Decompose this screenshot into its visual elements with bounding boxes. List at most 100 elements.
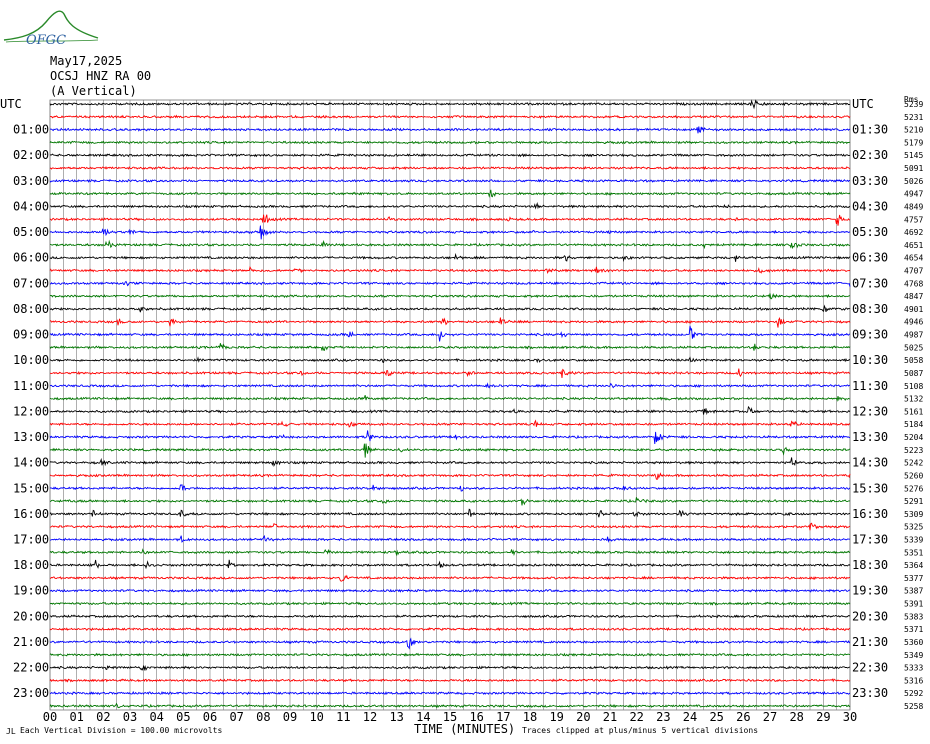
trace-line: [49, 395, 851, 402]
right-hour-label: 02:30: [852, 148, 888, 162]
seismic-traces: [49, 99, 851, 709]
trace-line: [49, 601, 851, 606]
x-tick-label: 24: [683, 710, 697, 724]
right-hour-label: 15:30: [852, 481, 888, 495]
trace-line: [49, 317, 851, 328]
x-tick-label: 09: [283, 710, 297, 724]
x-tick-label: 30: [843, 710, 857, 724]
x-tick-label: 18: [523, 710, 537, 724]
x-tick-label: 04: [149, 710, 163, 724]
left-hour-label: 09:00: [13, 328, 49, 342]
left-hour-label: 02:00: [13, 148, 49, 162]
rms-value: 5292: [904, 689, 923, 698]
left-hour-label: 21:00: [13, 635, 49, 649]
rms-value: 5316: [904, 676, 923, 685]
trace-line: [49, 165, 851, 171]
x-tick-label: 21: [603, 710, 617, 724]
rms-value: 5391: [904, 600, 923, 609]
x-tick-label: 06: [203, 710, 217, 724]
trace-line: [49, 534, 851, 543]
rms-value: 5091: [904, 164, 923, 173]
grid: [49, 99, 851, 711]
right-hour-label: 20:30: [852, 609, 888, 623]
right-hour-label: 14:30: [852, 456, 888, 470]
rms-value: 5377: [904, 574, 923, 583]
left-hour-label: 18:00: [13, 558, 49, 572]
left-hour-label: 15:00: [13, 481, 49, 495]
trace-line: [49, 614, 851, 619]
trace-line: [49, 690, 851, 696]
rms-value: 5291: [904, 497, 923, 506]
rms-value: 5360: [904, 638, 923, 647]
right-hour-label: 17:30: [852, 532, 888, 546]
x-tick-label: 29: [816, 710, 830, 724]
rms-value: 5204: [904, 433, 923, 442]
rms-value: 4946: [904, 318, 923, 327]
x-axis-title: TIME (MINUTES): [414, 722, 516, 736]
rms-value: 5223: [904, 446, 923, 455]
x-tick-label: 27: [763, 710, 777, 724]
rms-value: 5260: [904, 471, 923, 480]
corner-mark: JL: [6, 727, 16, 736]
trace-line: [49, 443, 851, 458]
left-hour-label: 23:00: [13, 686, 49, 700]
rms-value: 5349: [904, 651, 923, 660]
logo-text: OFGC: [26, 33, 66, 48]
trace-line: [49, 252, 851, 262]
rms-value: 5025: [904, 343, 923, 352]
x-tick-label: 17: [496, 710, 510, 724]
right-hour-label: 08:30: [852, 302, 888, 316]
trace-line: [49, 419, 851, 428]
trace-line: [49, 548, 851, 557]
rms-value: 4947: [904, 190, 923, 199]
right-hour-label: UTC: [852, 97, 874, 111]
x-tick-label: 20: [576, 710, 590, 724]
x-tick-label: 23: [656, 710, 670, 724]
left-hour-label: 04:00: [13, 199, 49, 213]
right-hour-label: 13:30: [852, 430, 888, 444]
rms-value: 5383: [904, 612, 923, 621]
left-hour-label: 13:00: [13, 430, 49, 444]
x-tick-label: 00: [43, 710, 57, 724]
clip-note: Traces clipped at plus/minus 5 vertical …: [522, 726, 759, 735]
x-tick-label: 26: [736, 710, 750, 724]
left-hour-label: UTC: [0, 97, 22, 111]
x-tick-label: 05: [176, 710, 190, 724]
rms-value: 5087: [904, 369, 923, 378]
rms-value: 5364: [904, 561, 923, 570]
trace-line: [49, 637, 851, 650]
right-hour-label: 22:30: [852, 661, 888, 675]
right-hour-label: 23:30: [852, 686, 888, 700]
rms-value: 5161: [904, 407, 923, 416]
x-tick-label: 13: [389, 710, 403, 724]
trace-line: [49, 266, 851, 274]
x-tick-label: 03: [123, 710, 137, 724]
left-hour-label: 06:00: [13, 251, 49, 265]
rms-value: 5179: [904, 138, 923, 147]
trace-line: [49, 153, 851, 158]
trace-line: [49, 497, 851, 506]
left-hour-label: 05:00: [13, 225, 49, 239]
trace-line: [49, 214, 851, 226]
trace-line: [49, 472, 851, 481]
trace-line: [49, 405, 851, 416]
x-tick-label: 28: [789, 710, 803, 724]
right-hour-label: 01:30: [852, 123, 888, 137]
date-label: May17,2025: [50, 54, 123, 68]
trace-line: [49, 574, 851, 582]
right-hour-label: 05:30: [852, 225, 888, 239]
rms-value: 5242: [904, 459, 923, 468]
trace-line: [49, 484, 851, 492]
left-hour-label: 16:00: [13, 507, 49, 521]
rms-value: 5184: [904, 420, 923, 429]
trace-line: [49, 522, 851, 531]
trace-line: [50, 368, 851, 378]
left-hour-label: 14:00: [13, 456, 49, 470]
x-tick-label: 10: [309, 710, 323, 724]
rms-value: 5145: [904, 151, 923, 160]
trace-line: [49, 588, 851, 593]
trace-line: [49, 140, 851, 145]
rms-value: 5258: [904, 702, 923, 711]
trace-line: [49, 702, 851, 709]
